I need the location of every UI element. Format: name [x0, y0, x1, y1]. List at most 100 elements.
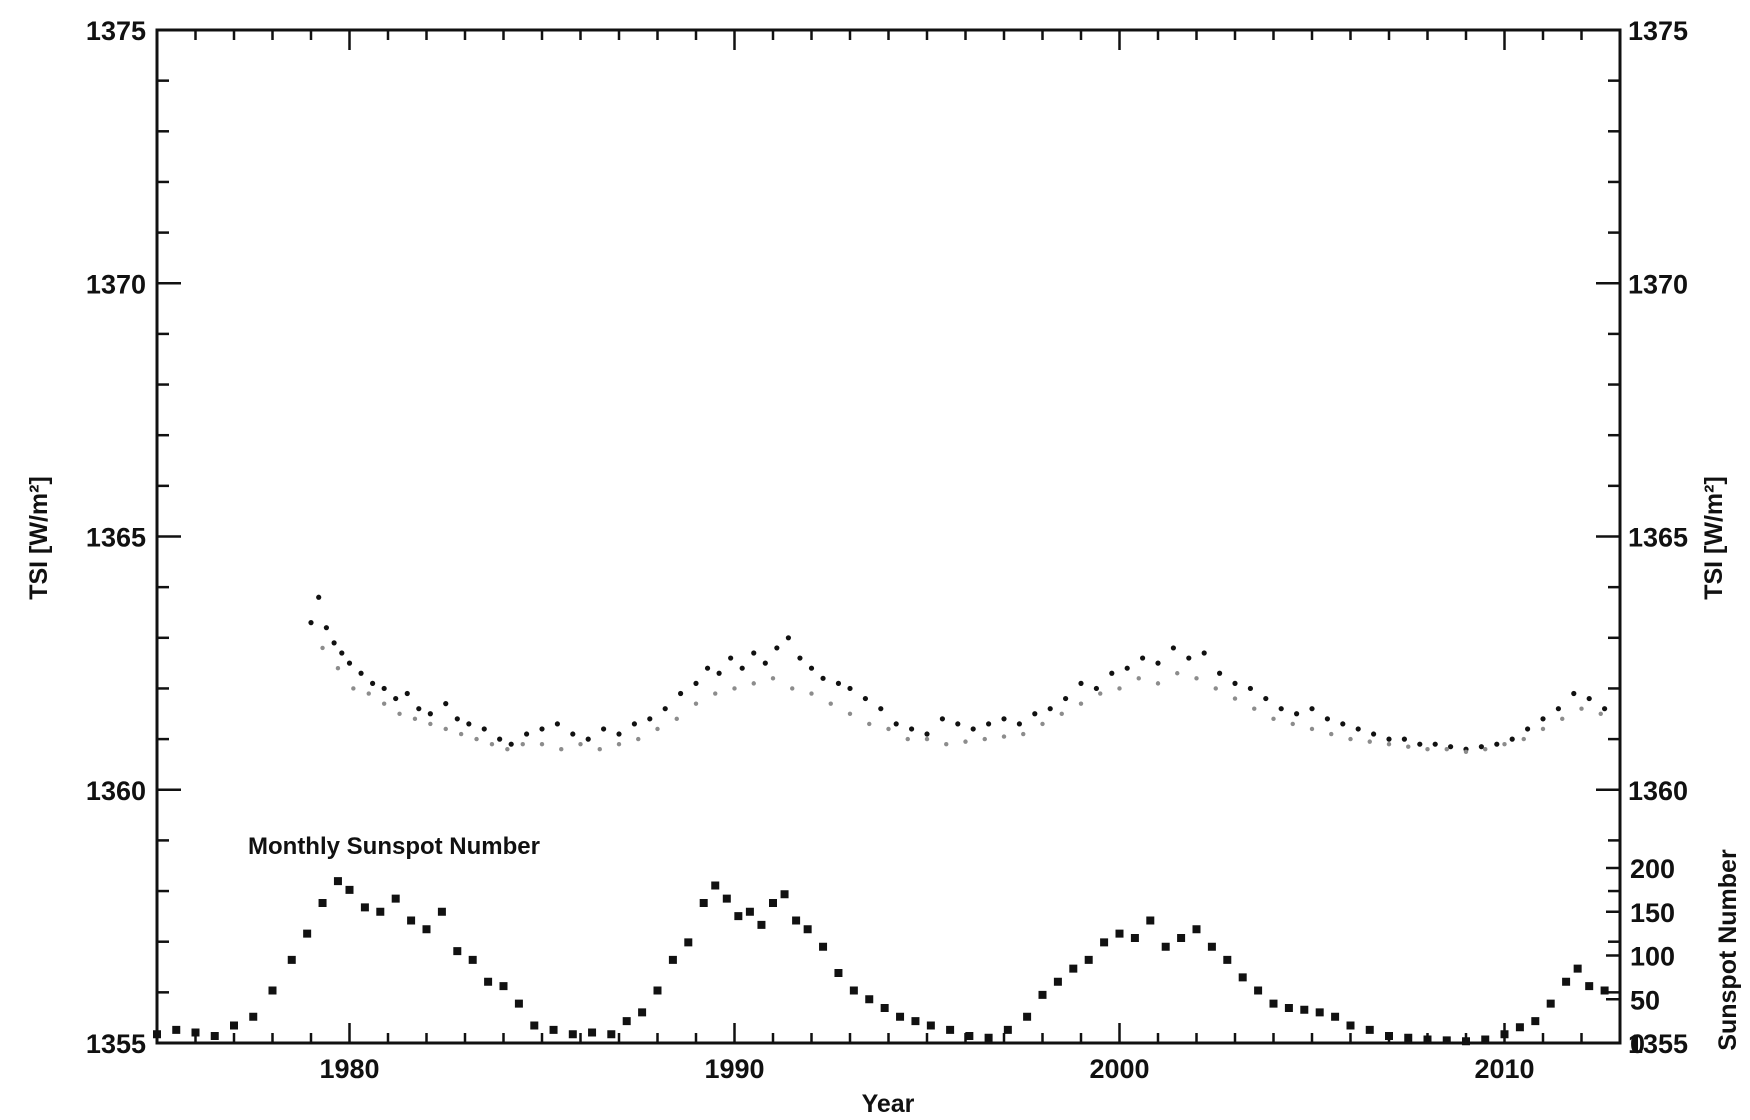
y-tick-label-left: 1370 — [86, 269, 146, 299]
tsi-point-dark — [497, 736, 503, 742]
sunspot-point — [1161, 942, 1170, 951]
tsi-point-light — [474, 736, 479, 742]
sunspot-point — [965, 1032, 974, 1040]
sunspot-tick-label: 50 — [1630, 985, 1660, 1015]
tsi-point-light — [1155, 681, 1161, 686]
tsi-point-light — [505, 747, 510, 752]
y-tick-label-left: 1355 — [86, 1029, 146, 1059]
tsi-point-light — [732, 686, 737, 691]
tsi-point-light — [693, 701, 699, 706]
tsi-point-dark — [1278, 706, 1284, 712]
tsi-point-light — [1502, 741, 1507, 747]
sunspot-point — [1146, 916, 1155, 925]
sunspot-point — [437, 907, 446, 916]
sunspot-point — [1115, 929, 1124, 938]
sunspot-point — [1346, 1021, 1355, 1030]
tsi-point-dark — [986, 721, 992, 727]
tsi-point-dark — [678, 690, 684, 697]
sunspot-point — [1003, 1025, 1012, 1034]
tsi-point-dark — [1340, 721, 1346, 727]
tsi-point-light — [1540, 726, 1546, 732]
tsi-point-dark — [1586, 695, 1592, 702]
tsi-point-light — [1329, 731, 1334, 737]
tsi-point-light — [1444, 747, 1449, 752]
tsi-point-light — [1348, 736, 1353, 742]
tsi-point-light — [397, 711, 402, 716]
tsi-point-dark — [1109, 670, 1115, 676]
tsi-point-light — [351, 686, 356, 691]
tsi-point-dark — [1140, 655, 1146, 661]
tsi-point-dark — [662, 706, 668, 712]
sunspot-point — [1546, 999, 1555, 1008]
sunspot-point — [1365, 1025, 1374, 1034]
sunspot-point — [1130, 934, 1139, 942]
sunspot-point — [1254, 986, 1263, 995]
tsi-point-dark — [631, 721, 638, 727]
sunspot-point — [333, 877, 342, 886]
tsi-point-dark — [554, 721, 561, 727]
tsi-point-dark — [339, 650, 345, 656]
tsi-point-light — [559, 747, 564, 752]
tsi-point-light — [489, 741, 495, 747]
tsi-point-dark — [601, 726, 607, 732]
tsi-point-light — [520, 741, 525, 747]
tsi-point-light — [1136, 676, 1141, 681]
tsi-point-light — [1483, 747, 1488, 752]
sunspot-point — [638, 1008, 647, 1017]
tsi-point-dark — [1247, 685, 1253, 692]
tsi-point-light — [1078, 701, 1084, 706]
tsi-point-dark — [466, 721, 472, 727]
tsi-point-light — [616, 741, 622, 747]
tsi-point-dark — [820, 675, 826, 681]
tsi-point-dark — [1124, 665, 1130, 671]
tsi-point-dark — [1509, 736, 1515, 742]
tsi-point-dark — [508, 741, 514, 747]
tsi-point-dark — [524, 731, 530, 737]
tsi-point-light — [1598, 711, 1603, 716]
sunspot-point — [1404, 1033, 1413, 1042]
tsi-point-light — [1425, 747, 1430, 752]
sunspot-point — [588, 1028, 597, 1037]
tsi-point-dark — [878, 706, 884, 712]
sunspot-point — [622, 1017, 631, 1026]
tsi-point-dark — [1170, 645, 1176, 651]
sunspot-point — [834, 969, 843, 977]
tsi-point-dark — [862, 695, 869, 702]
sunspot-point — [1038, 990, 1047, 999]
tsi-point-light — [428, 721, 433, 727]
y-tick-label-right: 1370 — [1628, 269, 1688, 299]
sunspot-point — [607, 1030, 616, 1039]
tsi-point-dark — [739, 665, 745, 671]
sunspot-point — [722, 894, 731, 903]
tsi-point-dark — [1217, 670, 1223, 676]
sunspot-point — [911, 1017, 920, 1026]
tsi-point-light — [320, 645, 325, 651]
tsi-point-dark — [427, 711, 433, 717]
tsi-point-light — [1406, 744, 1411, 749]
sunspot-point — [699, 899, 708, 907]
sunspot-point — [769, 899, 777, 907]
tsi-point-dark — [331, 640, 337, 646]
ticks-layer — [155, 28, 1622, 1045]
tsi-point-dark — [570, 731, 576, 737]
sunspot-point — [230, 1021, 238, 1030]
tsi-point-light — [1001, 734, 1007, 739]
sunspot-point — [468, 955, 477, 964]
tsi-point-light — [539, 741, 545, 747]
sunspot-point — [745, 907, 754, 916]
tsi-point-dark — [416, 706, 422, 712]
sunspot-point — [792, 916, 801, 925]
tsi-point-light — [1175, 671, 1180, 676]
tsi-point-dark — [404, 690, 410, 697]
tsi-point-dark — [539, 726, 545, 732]
tsi-point-dark — [585, 736, 591, 742]
sunspot-point — [1023, 1012, 1032, 1021]
tsi-point-dark — [1540, 716, 1546, 722]
sunspot-point — [514, 999, 523, 1008]
tsi-point-light — [1021, 731, 1026, 737]
sunspot-point — [896, 1012, 905, 1021]
sunspot-point — [453, 947, 462, 956]
data-layer — [153, 594, 1609, 1046]
tsi-point-light — [790, 686, 795, 691]
